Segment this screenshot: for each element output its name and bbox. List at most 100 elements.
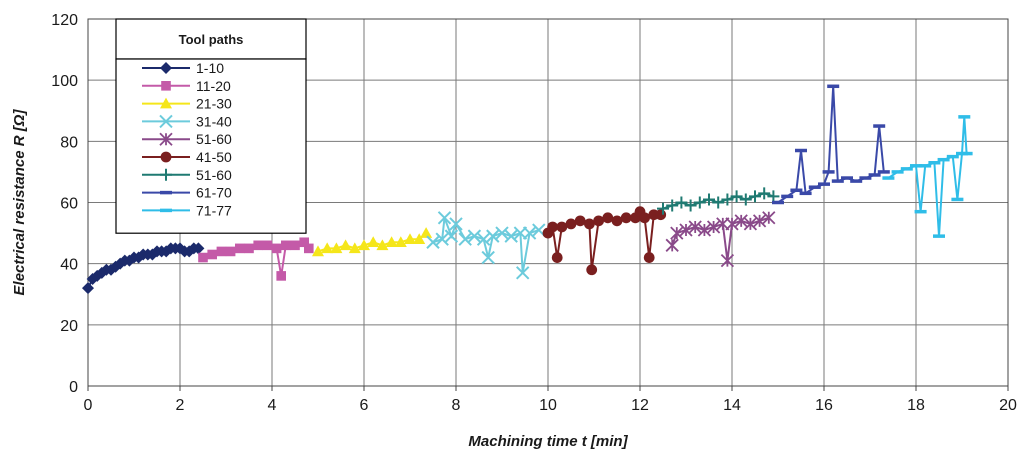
legend-label: 61-70	[196, 185, 232, 201]
legend-item: 71-77	[142, 202, 232, 218]
x-tick-label: 8	[452, 397, 461, 414]
data-point	[394, 236, 407, 248]
data-point	[706, 220, 721, 234]
data-point	[437, 211, 452, 225]
data-point	[458, 232, 472, 246]
data-point	[743, 217, 758, 231]
data-point	[504, 229, 518, 243]
legend-label: 51-60	[196, 167, 232, 183]
data-point	[586, 264, 598, 276]
data-point	[657, 202, 669, 215]
y-tick-label: 80	[60, 134, 78, 151]
data-point	[565, 218, 577, 230]
data-point	[739, 193, 752, 206]
data-point	[720, 253, 735, 268]
data-point	[522, 226, 537, 240]
data-point	[385, 236, 398, 248]
data-point	[330, 242, 343, 254]
data-point	[262, 240, 273, 251]
data-point	[207, 249, 217, 260]
y-tick-label: 60	[60, 196, 78, 213]
y-tick-label: 40	[60, 257, 78, 274]
data-point	[515, 266, 530, 280]
legend-item: 11-20	[142, 78, 231, 94]
data-point	[593, 215, 604, 227]
data-point	[611, 215, 623, 227]
legend-swatch-marker	[160, 151, 172, 163]
legend-label: 51-60	[196, 131, 232, 147]
data-point	[486, 229, 500, 243]
data-point	[376, 239, 389, 251]
data-point	[367, 236, 380, 248]
data-point	[620, 212, 632, 224]
series	[82, 242, 205, 295]
data-point	[665, 238, 679, 252]
data-point	[547, 221, 558, 233]
data-point	[688, 220, 702, 234]
data-point	[82, 282, 94, 295]
data-point	[404, 233, 416, 244]
data-point	[762, 211, 776, 225]
data-point	[670, 226, 684, 240]
data-point	[574, 215, 586, 227]
data-point	[584, 218, 595, 230]
data-point	[679, 223, 693, 237]
data-point	[192, 242, 205, 255]
data-point	[675, 196, 688, 209]
series	[198, 237, 314, 281]
legend-label: 31-40	[196, 113, 232, 129]
data-point	[556, 221, 568, 233]
legend-label: 1-10	[196, 60, 224, 76]
series	[542, 206, 667, 276]
data-point	[304, 243, 314, 254]
legend-swatch-marker	[160, 168, 172, 181]
legend-label: 21-30	[196, 96, 232, 112]
legend-item: 31-40	[142, 113, 232, 129]
data-point	[358, 239, 370, 251]
data-point	[749, 190, 761, 203]
data-point	[495, 226, 509, 240]
x-tick-label: 2	[176, 397, 185, 414]
legend-label: 41-50	[196, 149, 232, 165]
data-point	[767, 190, 780, 203]
data-point	[752, 214, 767, 228]
legend-swatch-marker	[160, 97, 172, 109]
data-point	[551, 252, 563, 263]
x-tick-label: 10	[539, 397, 557, 414]
data-point	[244, 243, 254, 254]
legend-item: 51-60	[142, 167, 232, 183]
data-point	[449, 217, 463, 231]
legend-swatch-marker	[159, 114, 173, 129]
x-tick-label: 6	[360, 397, 369, 414]
series	[426, 211, 546, 280]
x-tick-label: 18	[907, 397, 925, 414]
data-point	[734, 214, 748, 228]
y-axis-title: Electrical resistance R [Ω]	[11, 109, 28, 296]
data-point	[435, 232, 449, 246]
data-point	[703, 193, 715, 206]
data-point	[348, 242, 361, 254]
legend-title: Tool paths	[179, 32, 244, 47]
x-tick-label: 4	[268, 397, 277, 414]
x-tick-label: 16	[815, 397, 833, 414]
series	[657, 187, 780, 215]
data-point	[721, 193, 734, 206]
data-point	[476, 232, 491, 246]
data-point	[725, 217, 739, 231]
data-point	[276, 271, 286, 281]
y-tick-label: 100	[51, 73, 78, 90]
series-line	[777, 86, 885, 204]
data-point	[198, 252, 208, 263]
x-tick-label: 20	[999, 397, 1017, 414]
legend-swatch-marker	[159, 132, 173, 146]
data-point	[225, 246, 236, 257]
legend-box	[115, 58, 307, 234]
data-point	[271, 243, 282, 254]
x-tick-label: 0	[84, 397, 93, 414]
legend-label: 11-20	[196, 78, 231, 94]
data-point	[481, 250, 495, 265]
legend-item: 1-10	[142, 60, 224, 76]
data-point	[299, 237, 309, 248]
data-point	[639, 212, 650, 224]
